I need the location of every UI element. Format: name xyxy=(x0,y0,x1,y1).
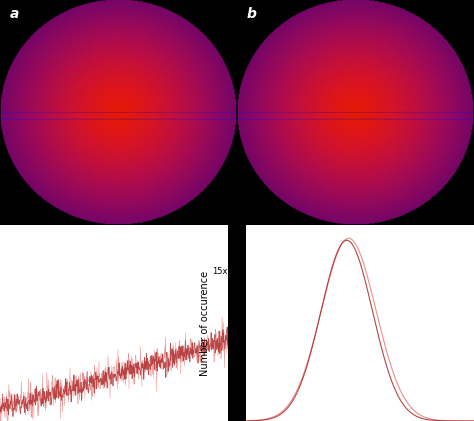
Text: a: a xyxy=(9,7,19,21)
Text: b: b xyxy=(246,7,256,21)
Text: d: d xyxy=(182,201,192,216)
Y-axis label: Number of occurence: Number of occurence xyxy=(200,271,210,376)
